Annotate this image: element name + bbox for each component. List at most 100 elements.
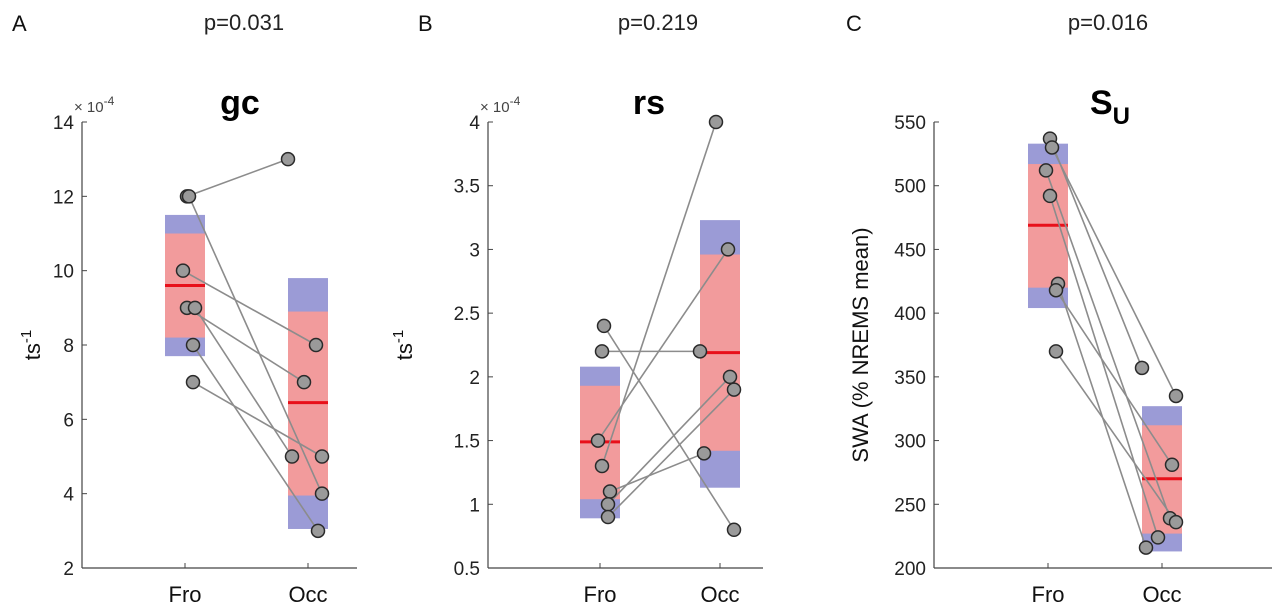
data-point bbox=[310, 523, 326, 539]
y-tick-label: 400 bbox=[894, 304, 926, 325]
pair-line bbox=[186, 158, 289, 198]
data-point bbox=[308, 337, 324, 353]
data-point bbox=[296, 374, 312, 390]
y-tick-label: 4 bbox=[469, 113, 480, 134]
panel-a: 2 4 6 8 10 12 14 Fro Occ A p=0.031 gc × 10-4 ts-1 bbox=[12, 10, 357, 607]
data-point bbox=[1044, 140, 1060, 155]
p-value: p=0.219 bbox=[618, 10, 698, 35]
pair-line bbox=[192, 344, 319, 532]
pair-line bbox=[1049, 195, 1159, 538]
data-point bbox=[280, 151, 296, 167]
data-point bbox=[1048, 282, 1064, 298]
category-label: Fro bbox=[584, 582, 617, 607]
data-point bbox=[720, 242, 736, 257]
y-tick-label: 0.5 bbox=[454, 559, 480, 580]
data-point bbox=[1042, 188, 1058, 204]
p-value: p=0.016 bbox=[1068, 10, 1148, 35]
data-point bbox=[1168, 514, 1184, 530]
category-label: Occ bbox=[288, 582, 327, 607]
data-point bbox=[1138, 540, 1154, 555]
data-point bbox=[1164, 457, 1180, 473]
y-tick-label: 2.5 bbox=[454, 304, 480, 325]
p-value: p=0.031 bbox=[204, 10, 284, 35]
pair-line bbox=[607, 389, 735, 518]
y-tick-label: 2 bbox=[469, 368, 480, 389]
pair-line bbox=[609, 452, 705, 493]
data-point bbox=[1038, 163, 1054, 178]
panel-letter: A bbox=[12, 11, 27, 36]
data-point bbox=[594, 458, 610, 474]
data-point bbox=[602, 484, 618, 499]
panel-title: rs bbox=[633, 84, 665, 122]
y-tick-label: 1 bbox=[469, 495, 480, 516]
y-multiplier: × 10-4 bbox=[74, 94, 115, 116]
y-tick-label: 200 bbox=[894, 559, 926, 580]
pair-line bbox=[1051, 147, 1177, 397]
y-tick-label: 14 bbox=[53, 113, 75, 134]
data-point bbox=[590, 433, 606, 448]
data-point bbox=[1168, 388, 1184, 404]
data-point bbox=[284, 449, 300, 464]
data-point bbox=[726, 382, 742, 397]
data-point bbox=[185, 374, 201, 390]
pair-line bbox=[607, 376, 731, 505]
pair-line bbox=[1055, 289, 1173, 466]
data-point bbox=[692, 344, 708, 359]
pair-line bbox=[182, 269, 317, 346]
data-point bbox=[708, 114, 724, 130]
y-tick-label: 6 bbox=[63, 410, 74, 431]
y-axis-label: SWA (% NREMS mean) bbox=[848, 227, 873, 462]
data-point bbox=[1048, 344, 1064, 359]
y-tick-label: 250 bbox=[894, 495, 926, 516]
data-point bbox=[185, 337, 201, 353]
pair-line bbox=[1049, 138, 1143, 369]
panel-letter: B bbox=[418, 11, 433, 36]
panel-title: gc bbox=[220, 84, 260, 122]
y-tick-label: 10 bbox=[53, 262, 74, 283]
pair-line bbox=[603, 325, 735, 531]
data-point bbox=[314, 449, 330, 464]
data-point bbox=[600, 497, 616, 512]
y-tick-label: 8 bbox=[63, 336, 74, 357]
y-tick-label: 550 bbox=[894, 113, 926, 134]
y-axis-label: ts-1 bbox=[18, 330, 45, 360]
y-tick-label: 3 bbox=[469, 240, 480, 261]
y-tick-label: 3.5 bbox=[454, 177, 480, 198]
panel-title: SU bbox=[1090, 84, 1130, 130]
y-tick-label: 4 bbox=[63, 485, 74, 506]
y-multiplier: × 10-4 bbox=[480, 94, 521, 116]
pair-line bbox=[1045, 170, 1171, 519]
data-point bbox=[600, 509, 616, 525]
y-tick-label: 300 bbox=[894, 432, 926, 453]
y-tick-label: 350 bbox=[894, 368, 926, 389]
data-point bbox=[696, 446, 712, 461]
y-tick-label: 2 bbox=[63, 559, 74, 580]
pair-line bbox=[194, 307, 293, 457]
data-point bbox=[726, 522, 742, 538]
data-point bbox=[596, 318, 612, 334]
data-point bbox=[187, 300, 203, 316]
category-label: Occ bbox=[700, 582, 739, 607]
data-point bbox=[594, 344, 610, 359]
pair-line bbox=[597, 248, 729, 442]
y-tick-label: 500 bbox=[894, 177, 926, 198]
panel-letter: C bbox=[846, 11, 862, 36]
panel-b: 0.5 1 1.5 2 2.5 3 3.5 4 Fro Occ B p=0.219 rs × 10-4 ts… bbox=[390, 10, 763, 607]
data-point bbox=[314, 486, 330, 501]
category-label: Fro bbox=[169, 582, 202, 607]
data-point bbox=[1134, 360, 1150, 376]
y-tick-label: 12 bbox=[53, 187, 74, 208]
data-point bbox=[722, 369, 738, 385]
y-tick-label: 450 bbox=[894, 240, 926, 261]
y-tick-label: 1.5 bbox=[454, 432, 480, 453]
pair-line bbox=[601, 121, 717, 467]
category-label: Occ bbox=[1142, 582, 1181, 607]
category-label: Fro bbox=[1032, 582, 1065, 607]
y-axis-label: ts-1 bbox=[390, 330, 417, 360]
pair-line bbox=[192, 381, 323, 458]
pair-line bbox=[1055, 350, 1177, 523]
data-point bbox=[1150, 530, 1166, 545]
data-point bbox=[181, 189, 197, 204]
panel-c: 200 250 300 350 400 450 500 550 Fro Occ C p=0.016 SU… bbox=[846, 10, 1272, 607]
